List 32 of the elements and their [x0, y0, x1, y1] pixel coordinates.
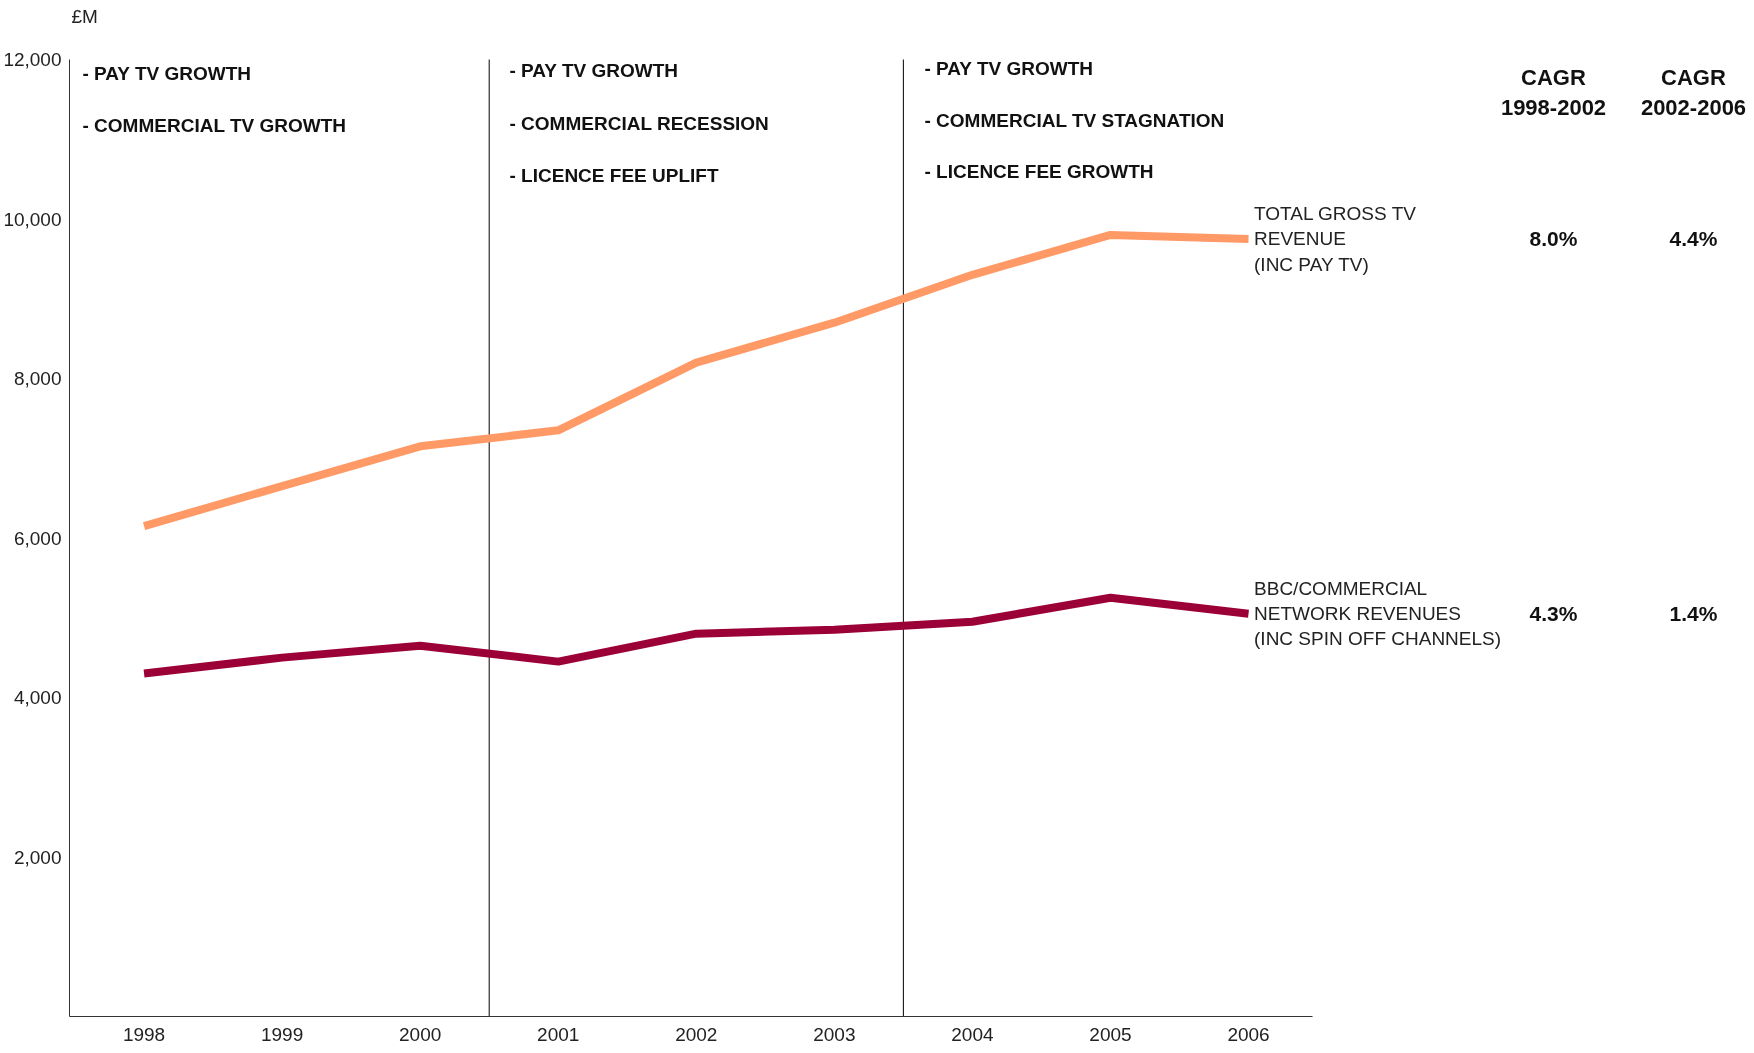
- text: CAGR 1998-2002: [1500, 65, 1607, 120]
- series-label: TOTAL GROSS TV REVENUE (INC PAY TV): [1254, 203, 1417, 275]
- y-tick-label: 12,000: [3, 49, 62, 70]
- text: CAGR 2002-2006: [1640, 65, 1747, 120]
- x-tick-label: 2000: [399, 1023, 442, 1045]
- text: 1.4%: [1669, 602, 1718, 626]
- x-tick-label: 2004: [951, 1023, 994, 1045]
- text: 4.4%: [1669, 227, 1718, 251]
- x-tick-label: 2002: [675, 1023, 718, 1045]
- y-tick-label: 10,000: [3, 208, 62, 230]
- annotation: - PAY TV GROWTH: [509, 60, 679, 81]
- x-tick-label: 1999: [260, 1023, 304, 1045]
- annotation: - PAY TV GROWTH: [82, 63, 252, 84]
- y-tick-label: 2,000: [13, 846, 62, 868]
- annotation: - LICENCE FEE GROWTH: [924, 161, 1154, 182]
- series-label: BBC/COMMERCIAL NETWORK REVENUES (INC SPIN OFF CHANNELS): [1254, 578, 1502, 650]
- annotation: - COMMERCIAL TV STAGNATION: [924, 110, 1225, 131]
- x-tick-label: 2006: [1227, 1023, 1270, 1045]
- y-tick-label: 8,000: [13, 368, 62, 389]
- x-tick-label: 2003: [813, 1023, 856, 1045]
- annotation: - COMMERCIAL RECESSION: [509, 113, 769, 134]
- text: 4.3%: [1529, 602, 1578, 626]
- y-tick-label: 4,000: [13, 687, 62, 708]
- annotation: - PAY TV GROWTH: [924, 58, 1094, 79]
- annotation: - COMMERCIAL TV GROWTH: [82, 115, 347, 136]
- x-tick-label: 2001: [537, 1023, 580, 1045]
- y-tick-label: 6,000: [13, 527, 62, 549]
- y-axis-title: £M: [71, 6, 98, 27]
- annotation: - LICENCE FEE UPLIFT: [509, 165, 719, 186]
- text: 8.0%: [1529, 227, 1578, 251]
- x-tick-label: 2005: [1089, 1023, 1132, 1045]
- x-tick-label: 1998: [122, 1023, 166, 1045]
